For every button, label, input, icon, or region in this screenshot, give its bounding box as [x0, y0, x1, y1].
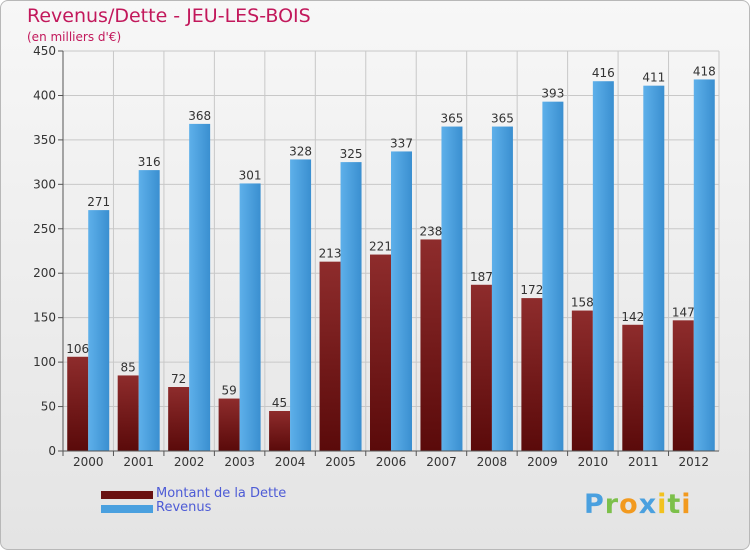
bar-dette [622, 324, 644, 451]
bar-revenus [391, 151, 412, 451]
bar-revenus [491, 126, 513, 452]
data-label-revenus: 411 [642, 71, 665, 85]
y-tick-label: 50 [41, 400, 56, 414]
bar-revenus [693, 79, 715, 451]
data-label-revenus: 271 [87, 195, 110, 209]
data-label-dette: 59 [221, 384, 236, 398]
bar-dette [67, 356, 89, 451]
logo-letter: t [667, 489, 682, 520]
x-tick-label: 2008 [477, 455, 508, 469]
data-label-revenus: 393 [541, 87, 564, 101]
y-tick-label: 250 [33, 222, 56, 236]
x-tick-label: 2007 [426, 455, 457, 469]
data-label-revenus: 368 [188, 109, 211, 123]
data-label-revenus: 301 [239, 168, 262, 182]
data-label-dette: 142 [621, 310, 644, 324]
bar-revenus [542, 101, 564, 452]
bar-revenus [592, 81, 614, 451]
y-tick-label: 450 [33, 44, 56, 58]
data-label-dette: 213 [319, 247, 342, 261]
data-label-dette: 187 [470, 270, 493, 284]
data-label-revenus: 337 [390, 136, 413, 150]
data-label-dette: 158 [571, 296, 594, 310]
x-tick-label: 2004 [275, 455, 306, 469]
x-tick-label: 2002 [174, 455, 205, 469]
x-tick-label: 2009 [527, 455, 558, 469]
chart-title: Revenus/Dette - JEU-LES-BOIS [27, 5, 311, 27]
bar-revenus [88, 210, 110, 451]
data-label-dette: 85 [121, 360, 136, 374]
bar-dette [117, 375, 139, 451]
logo-letter: x [638, 489, 658, 520]
data-label-dette: 172 [520, 283, 543, 297]
bar-revenus [290, 159, 312, 451]
data-label-dette: 72 [171, 372, 186, 386]
bar-dette [370, 254, 391, 451]
x-tick-label: 2012 [678, 455, 709, 469]
bar-dette [521, 298, 543, 451]
bar-dette [319, 261, 341, 451]
data-label-revenus: 416 [592, 66, 615, 80]
bar-dette [168, 387, 190, 451]
logo-letter: i [681, 489, 692, 520]
data-label-revenus: 325 [340, 147, 363, 161]
data-label-revenus: 365 [491, 112, 514, 126]
bar-revenus [340, 162, 362, 451]
x-tick-label: 2001 [123, 455, 154, 469]
x-tick-label: 2000 [73, 455, 104, 469]
logo-letter: P [584, 489, 605, 520]
data-label-dette: 45 [272, 396, 287, 410]
logo-letter: i [657, 489, 668, 520]
logo-letter: r [604, 489, 620, 520]
y-tick-label: 400 [33, 88, 56, 102]
y-tick-label: 0 [48, 444, 56, 458]
data-label-revenus: 365 [441, 112, 464, 126]
chart-subtitle: (en milliers d'€) [27, 30, 122, 44]
legend-swatch-dette [101, 491, 153, 499]
y-tick-label: 300 [33, 177, 56, 191]
proxiti-logo: Proxiti [584, 489, 692, 520]
y-tick-label: 150 [33, 311, 56, 325]
bar-revenus [189, 123, 211, 451]
data-label-dette: 106 [66, 342, 89, 356]
data-label-revenus: 316 [138, 155, 161, 169]
bar-revenus [643, 85, 665, 452]
data-label-dette: 238 [420, 224, 443, 238]
bar-dette [218, 398, 240, 451]
x-tick-label: 2006 [376, 455, 407, 469]
bar-revenus [441, 126, 463, 452]
legend-label-dette: Montant de la Dette [156, 486, 287, 501]
bar-revenus [138, 170, 160, 451]
legend-swatch-revenus [101, 505, 153, 513]
x-tick-label: 2011 [628, 455, 659, 469]
logo-letter: o [619, 489, 639, 520]
data-label-revenus: 328 [289, 144, 312, 158]
x-tick-label: 2010 [578, 455, 609, 469]
x-tick-label: 2003 [224, 455, 255, 469]
bar-dette [269, 411, 291, 451]
bar-dette [420, 239, 442, 451]
bar-dette [571, 310, 593, 451]
data-label-revenus: 418 [693, 64, 716, 78]
bar-dette [470, 284, 492, 451]
bar-revenus [239, 183, 261, 451]
data-label-dette: 147 [672, 305, 695, 319]
legend-label-revenus: Revenus [156, 500, 212, 515]
y-tick-label: 200 [33, 266, 56, 280]
y-tick-label: 100 [33, 355, 56, 369]
y-tick-label: 350 [33, 133, 56, 147]
data-label-dette: 221 [369, 240, 392, 254]
bar-dette [672, 320, 694, 451]
x-tick-label: 2005 [325, 455, 356, 469]
